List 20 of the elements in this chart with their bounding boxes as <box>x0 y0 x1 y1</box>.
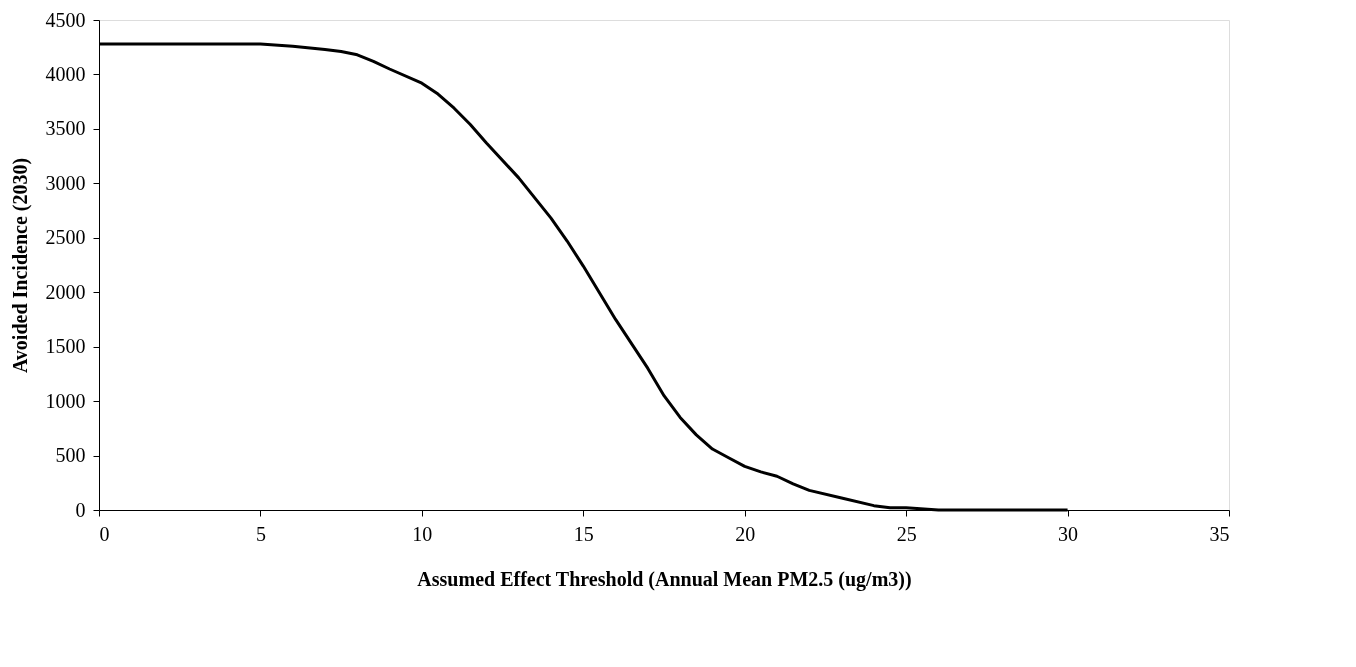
y-axis-title: Avoided Incidence (2030) <box>8 157 32 374</box>
y-tick-label: 2500 <box>45 226 86 249</box>
y-tick-label: 4500 <box>45 8 86 31</box>
y-tick-label: 2000 <box>45 280 86 303</box>
y-tick-label: 1000 <box>45 389 86 412</box>
x-tick-label: 0 <box>99 522 110 545</box>
x-axis-title: Assumed Effect Threshold (Annual Mean PM2.5 (ug/m3)) <box>417 567 912 591</box>
y-tick-label: 500 <box>55 444 86 467</box>
x-tick-label: 10 <box>412 522 433 545</box>
x-tick-label: 5 <box>255 522 266 545</box>
x-tick-label: 35 <box>1209 522 1230 545</box>
y-tick-label: 4000 <box>45 62 86 85</box>
x-tick-label: 15 <box>573 522 594 545</box>
x-tick-label: 20 <box>735 522 756 545</box>
y-tick-label: 1500 <box>45 335 86 358</box>
y-tick-label: 3500 <box>45 117 86 140</box>
x-tick-label: 25 <box>896 522 917 545</box>
y-tick-label: 3000 <box>45 171 86 194</box>
y-tick-label: 0 <box>75 498 86 521</box>
x-tick-label: 30 <box>1058 522 1079 545</box>
